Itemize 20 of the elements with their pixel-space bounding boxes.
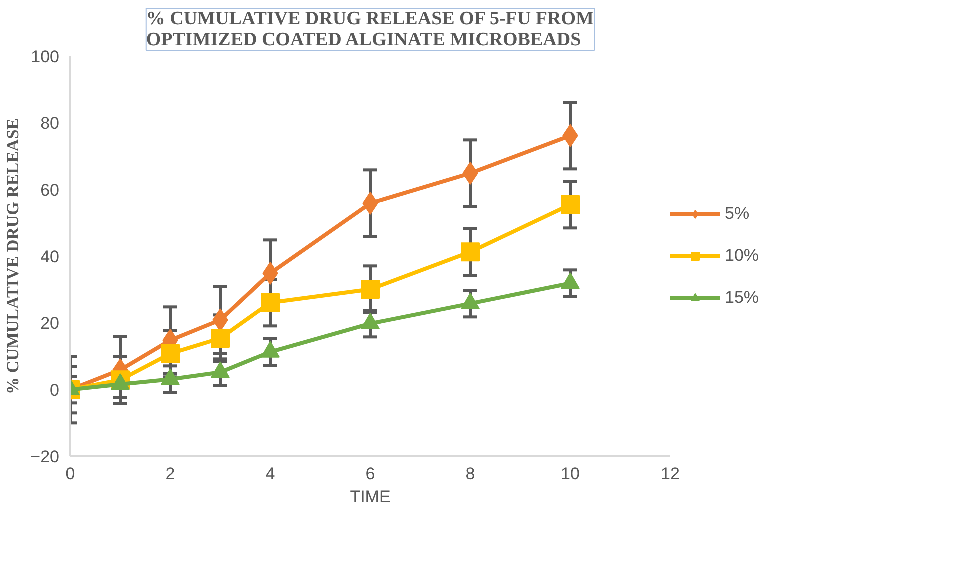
y-tick-label: 0	[50, 380, 60, 400]
x-tick-label: 2	[166, 464, 176, 484]
y-tick-label: 20	[40, 314, 60, 334]
y-tick-label: 40	[40, 248, 60, 266]
y-axis-title: % CUMULATIVE DRUG RELEASE	[4, 118, 23, 394]
x-tick-label: 12	[661, 464, 680, 484]
y-tick-label: 80	[40, 114, 60, 134]
x-tick-label: 0	[66, 464, 76, 484]
y-tick-label: −20	[30, 448, 60, 466]
legend-label: 10%	[725, 246, 760, 266]
chart-title: % CUMULATIVE DRUG RELEASE OF 5-FU FROM OPTIMIZED COATED ALGINATE MICROBEADS	[146, 8, 594, 50]
legend-label: 5%	[725, 204, 750, 224]
y-tick-label: 60	[40, 180, 60, 200]
x-tick-label: 10	[561, 464, 580, 484]
x-tick-label: 6	[366, 464, 376, 484]
y-tick-label: 100	[31, 48, 60, 66]
x-tick-label: 4	[266, 464, 276, 484]
x-axis-title: TIME	[350, 488, 391, 506]
legend-label: 15%	[725, 288, 760, 308]
x-tick-label: 8	[466, 464, 476, 484]
